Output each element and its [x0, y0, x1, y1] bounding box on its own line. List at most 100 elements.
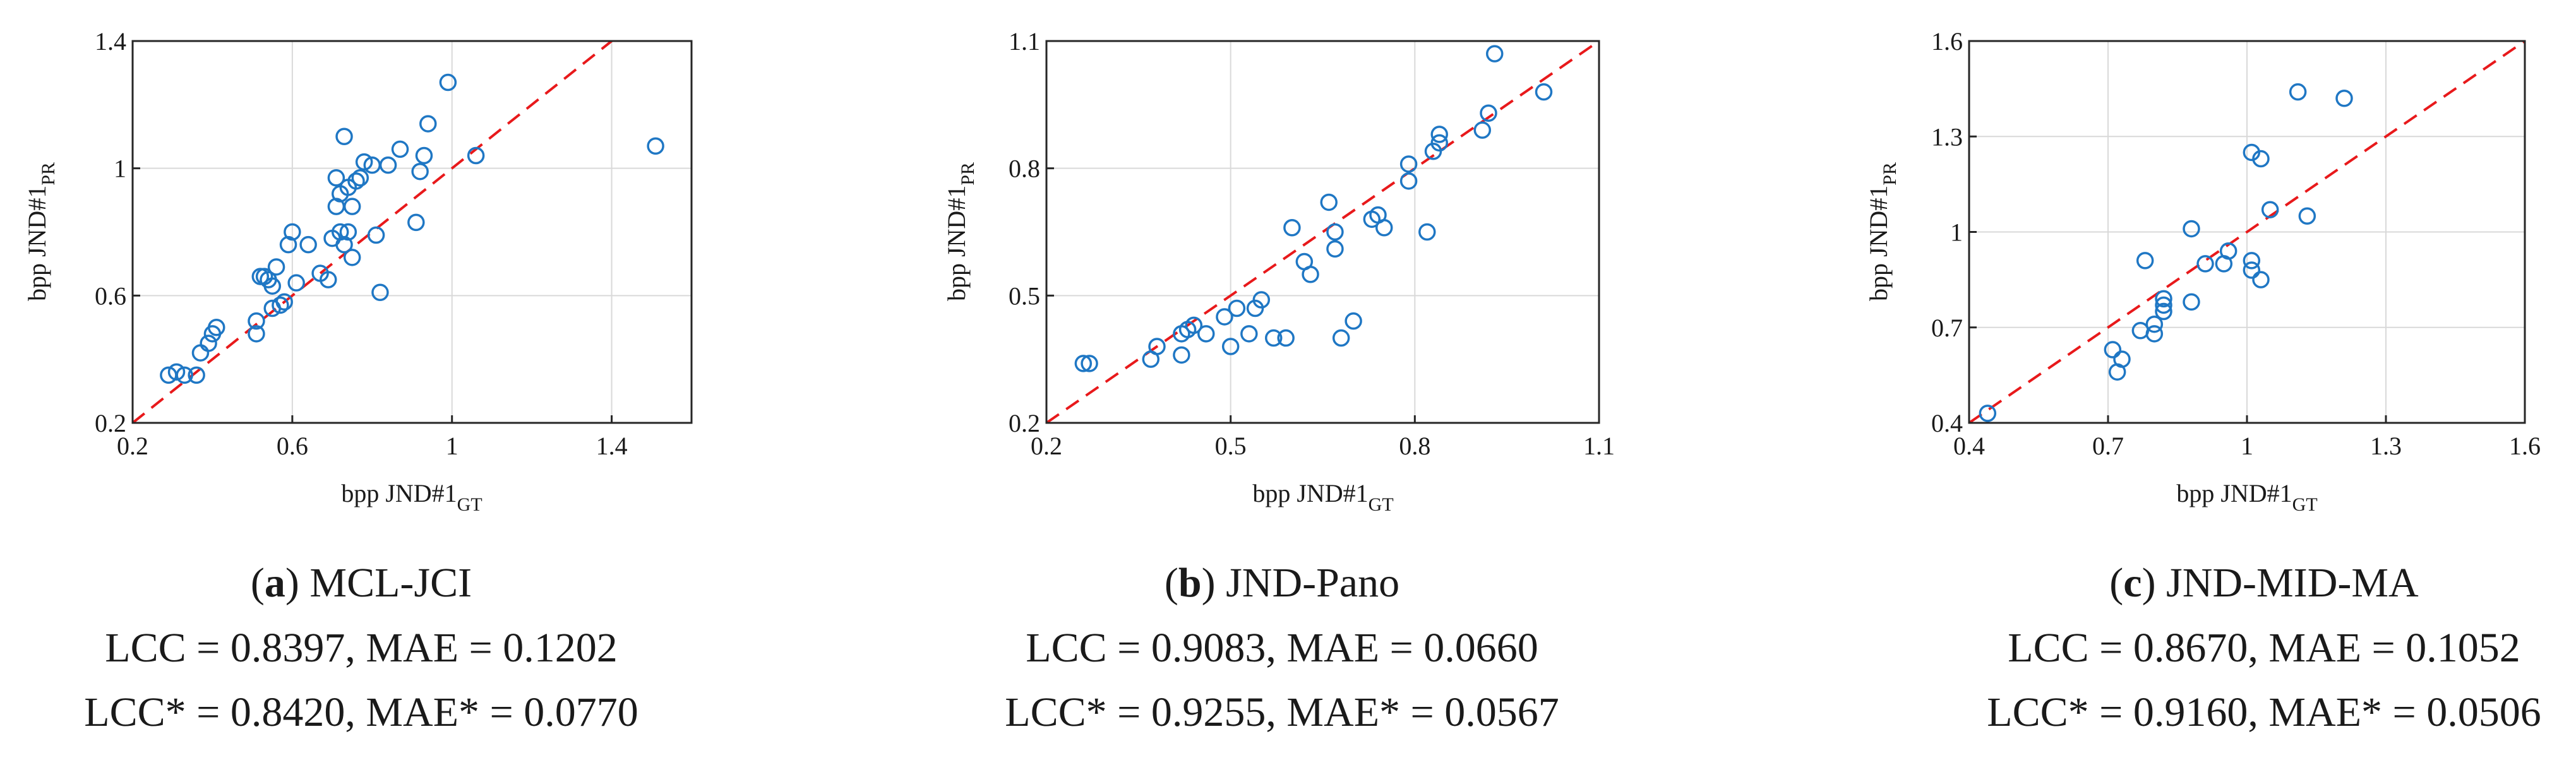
panel-a-point-3	[188, 366, 205, 384]
panel-c-xtick-label-4: 1.6	[2509, 432, 2541, 460]
panel-b-metrics-line1: LCC = 0.9083, MAE = 0.0660	[1026, 625, 1538, 671]
panel-b-point-28	[1399, 172, 1418, 190]
panel-c-point-10	[2155, 290, 2172, 308]
panel-c-caption-title: (c) JND-MID-MA	[2109, 560, 2419, 606]
panel-b-ytick-label-1: 0.5	[1009, 281, 1040, 310]
panel-a-point-31	[339, 223, 357, 241]
panel-a-point-5	[200, 335, 217, 352]
panel-b-point-33	[1430, 126, 1448, 143]
panel-b-xtick-label-3: 1.1	[1583, 432, 1615, 460]
panel-b-ytick-label-0: 0.2	[1009, 409, 1040, 437]
panel-b-point-8	[1197, 325, 1215, 343]
panel-c-point-0	[1979, 405, 1997, 422]
panel-b-xtick-label-0: 0.2	[1031, 432, 1062, 460]
panel-c-ytick-label-0: 0.4	[1931, 409, 1963, 437]
panel-a-point-33	[343, 198, 361, 215]
panel-c-xtick-label-1: 0.7	[2092, 432, 2124, 460]
panel-a-point-20	[287, 274, 305, 292]
panel-c-point-7	[2145, 315, 2164, 333]
panel-b-point-15	[1264, 329, 1283, 347]
panel-b-xlabel: bpp JND#1GT	[1252, 479, 1393, 515]
panel-a-metrics-line2: LCC* = 0.8420, MAE* = 0.0770	[84, 689, 638, 735]
panel-a-point-2	[176, 366, 193, 384]
panel-c-point-6	[2145, 325, 2164, 343]
panel-a-point-19	[284, 223, 301, 241]
panel-c-point-23	[2298, 207, 2316, 225]
panel-c-point-19	[2252, 150, 2270, 168]
panel-b-point-1	[1081, 355, 1098, 372]
panel-a-caption-title: (a) MCL-JCI	[251, 560, 472, 606]
panel-a-point-1	[167, 363, 186, 381]
panel-b-point-19	[1302, 265, 1319, 283]
panel-a-xtick-label-2: 1	[446, 432, 458, 460]
panel-b-point-17	[1283, 219, 1301, 237]
panel-a-point-21	[299, 235, 317, 254]
panel-c-ytick-label-2: 1	[1950, 218, 1963, 247]
panel-a-point-15	[267, 258, 285, 276]
panel-c-point-20	[2252, 271, 2270, 288]
panel-c-point-1	[2104, 341, 2122, 358]
panel-a-xtick-label-3: 1.4	[596, 432, 628, 460]
panel-c-point-11	[2183, 220, 2200, 238]
panel-a: 0.2 0.6 1 1.4 0.2 0.6 1 1.4 bpp JND#1GT bpp JND…	[23, 27, 693, 735]
panel-a-point-47	[439, 73, 457, 92]
panel-a-xtick-label-0: 0.2	[117, 432, 148, 460]
panel-c-point-9	[2155, 296, 2172, 314]
panel-b-point-34	[1473, 121, 1492, 139]
panel-c-reference-line	[1968, 40, 2526, 424]
panel-b-point-22	[1326, 223, 1344, 241]
panel-a-point-49	[647, 137, 664, 155]
panel-a-point-46	[419, 115, 437, 133]
panel-c-ytick-label-1: 0.7	[1931, 314, 1963, 342]
panel-b-point-20	[1320, 193, 1338, 211]
panel-c-point-3	[2113, 350, 2131, 368]
panel-b-point-32	[1430, 134, 1448, 152]
panel-b-axes-box	[1045, 40, 1600, 424]
panel-a-point-14	[263, 277, 281, 295]
panel-b-point-3	[1148, 338, 1166, 355]
panel-c-point-24	[2335, 90, 2353, 107]
panel-a-ytick-label-3: 1.4	[95, 27, 126, 56]
panel-b-xtick-label-1: 0.5	[1215, 432, 1247, 460]
panel-a-point-43	[407, 213, 425, 232]
panel-b-caption-title: (b) JND-Pano	[1165, 560, 1399, 606]
panel-a-point-23	[320, 271, 337, 288]
panel-b-point-4	[1173, 346, 1190, 364]
panel-c-ytick-label-3: 1.3	[1931, 122, 1963, 151]
panel-a-point-29	[335, 127, 353, 145]
panel-c-xtick-label-0: 0.4	[1953, 432, 1985, 460]
panel-a-reference-line	[131, 40, 613, 424]
panel-b-point-36	[1485, 45, 1504, 62]
panel-a-ytick-label-0: 0.2	[95, 409, 126, 437]
panel-c-point-5	[2136, 252, 2154, 270]
panel-b-metrics-line2: LCC* = 0.9255, MAE* = 0.0567	[1005, 689, 1559, 735]
panel-c-metrics-line2: LCC* = 0.9160, MAE* = 0.0506	[1987, 689, 2541, 735]
panel-b-point-9	[1216, 308, 1233, 326]
panel-a-point-34	[343, 249, 361, 266]
panel-b-point-29	[1399, 155, 1418, 173]
panel-c-metrics-line1: LCC = 0.8670, MAE = 0.1052	[2008, 625, 2520, 671]
panel-a-ylabel: bpp JND#1PR	[23, 162, 59, 301]
panel-a-point-8	[248, 325, 265, 343]
panel-c-point-17	[2243, 261, 2261, 279]
panel-b-ylabel: bpp JND#1PR	[942, 162, 978, 301]
panel-a-point-16	[272, 296, 289, 314]
panel-b-point-37	[1535, 83, 1553, 101]
panel-b-ytick-label-3: 1.1	[1009, 27, 1040, 56]
panel-a-point-37	[355, 153, 373, 171]
panel-a-ytick-label-2: 1	[114, 155, 126, 183]
panel-b-point-10	[1221, 338, 1240, 355]
panel-b-point-35	[1480, 104, 1497, 122]
panel-b-point-27	[1375, 219, 1393, 237]
panel-a-point-9	[248, 312, 265, 330]
panel-b-point-30	[1418, 223, 1436, 241]
panel-a-point-35	[347, 172, 365, 190]
panel-b: 0.2 0.5 0.8 1.1 0.2 0.5 0.8 1.1 bpp JND#1GT bpp…	[942, 27, 1615, 735]
panel-a-point-7	[208, 319, 225, 336]
panel-a-point-41	[379, 156, 397, 174]
panel-a-ytick-label-1: 0.6	[95, 281, 126, 310]
panel-b-point-0	[1074, 355, 1093, 372]
panel-a-xlabel: bpp JND#1GT	[341, 479, 482, 515]
panel-c-xtick-label-3: 1.3	[2370, 432, 2402, 460]
